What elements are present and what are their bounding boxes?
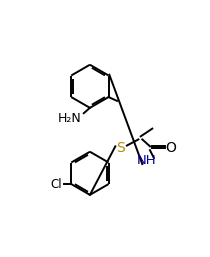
- Text: Cl: Cl: [50, 178, 62, 191]
- Text: S: S: [116, 141, 125, 155]
- Text: NH: NH: [136, 154, 156, 168]
- Text: H₂N: H₂N: [58, 112, 82, 125]
- Text: O: O: [165, 141, 176, 155]
